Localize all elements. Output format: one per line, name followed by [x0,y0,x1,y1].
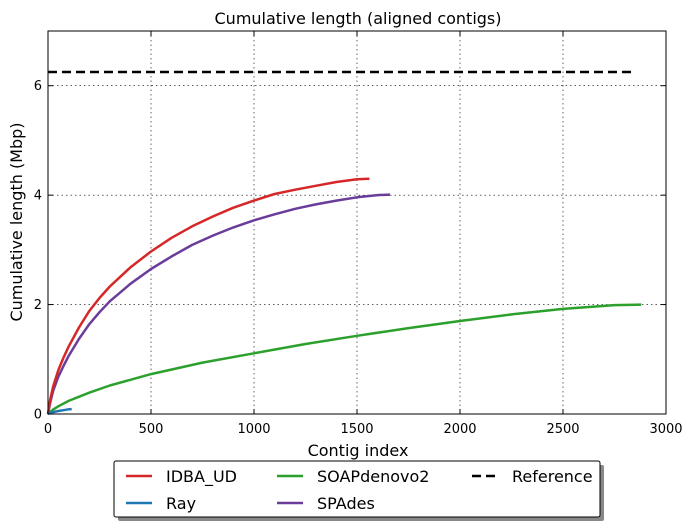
series-line-idba-ud [46,177,370,415]
y-tick-label: 6 [34,79,42,94]
y-tick-label: 2 [34,298,42,313]
x-tick-label: 500 [139,422,164,437]
y-axis-label: Cumulative length (Mbp) [7,122,26,321]
series-line-soapdenovo2 [47,303,642,415]
y-tick-label: 4 [34,189,42,204]
legend: IDBA_UD Ray SOAPdenovo2 SPAdes Reference [113,460,604,521]
x-axis-label: Contig index [308,441,409,460]
legend-label-spades: SPAdes [317,494,375,513]
x-tick-label: 0 [44,422,52,437]
legend-label-ray: Ray [166,494,196,513]
series-lines [46,70,642,416]
x-tick-label: 1500 [340,422,373,437]
x-tick-label: 3000 [649,422,682,437]
x-tick-label: 1000 [237,422,270,437]
legend-label-idba-ud: IDBA_UD [166,467,237,487]
x-tick-label: 2000 [443,422,476,437]
axis-ticks: 0 500 1000 1500 2000 2500 3000 0 2 4 6 [34,31,683,437]
grid-lines [48,31,666,414]
series-line-spades [46,193,391,415]
y-tick-label: 0 [34,408,42,423]
chart-title: Cumulative length (aligned contigs) [215,9,502,28]
legend-label-reference: Reference [512,467,593,486]
series-line-ray [47,407,72,416]
x-tick-label: 2500 [546,422,579,437]
legend-label-soapdenovo2: SOAPdenovo2 [317,467,429,486]
